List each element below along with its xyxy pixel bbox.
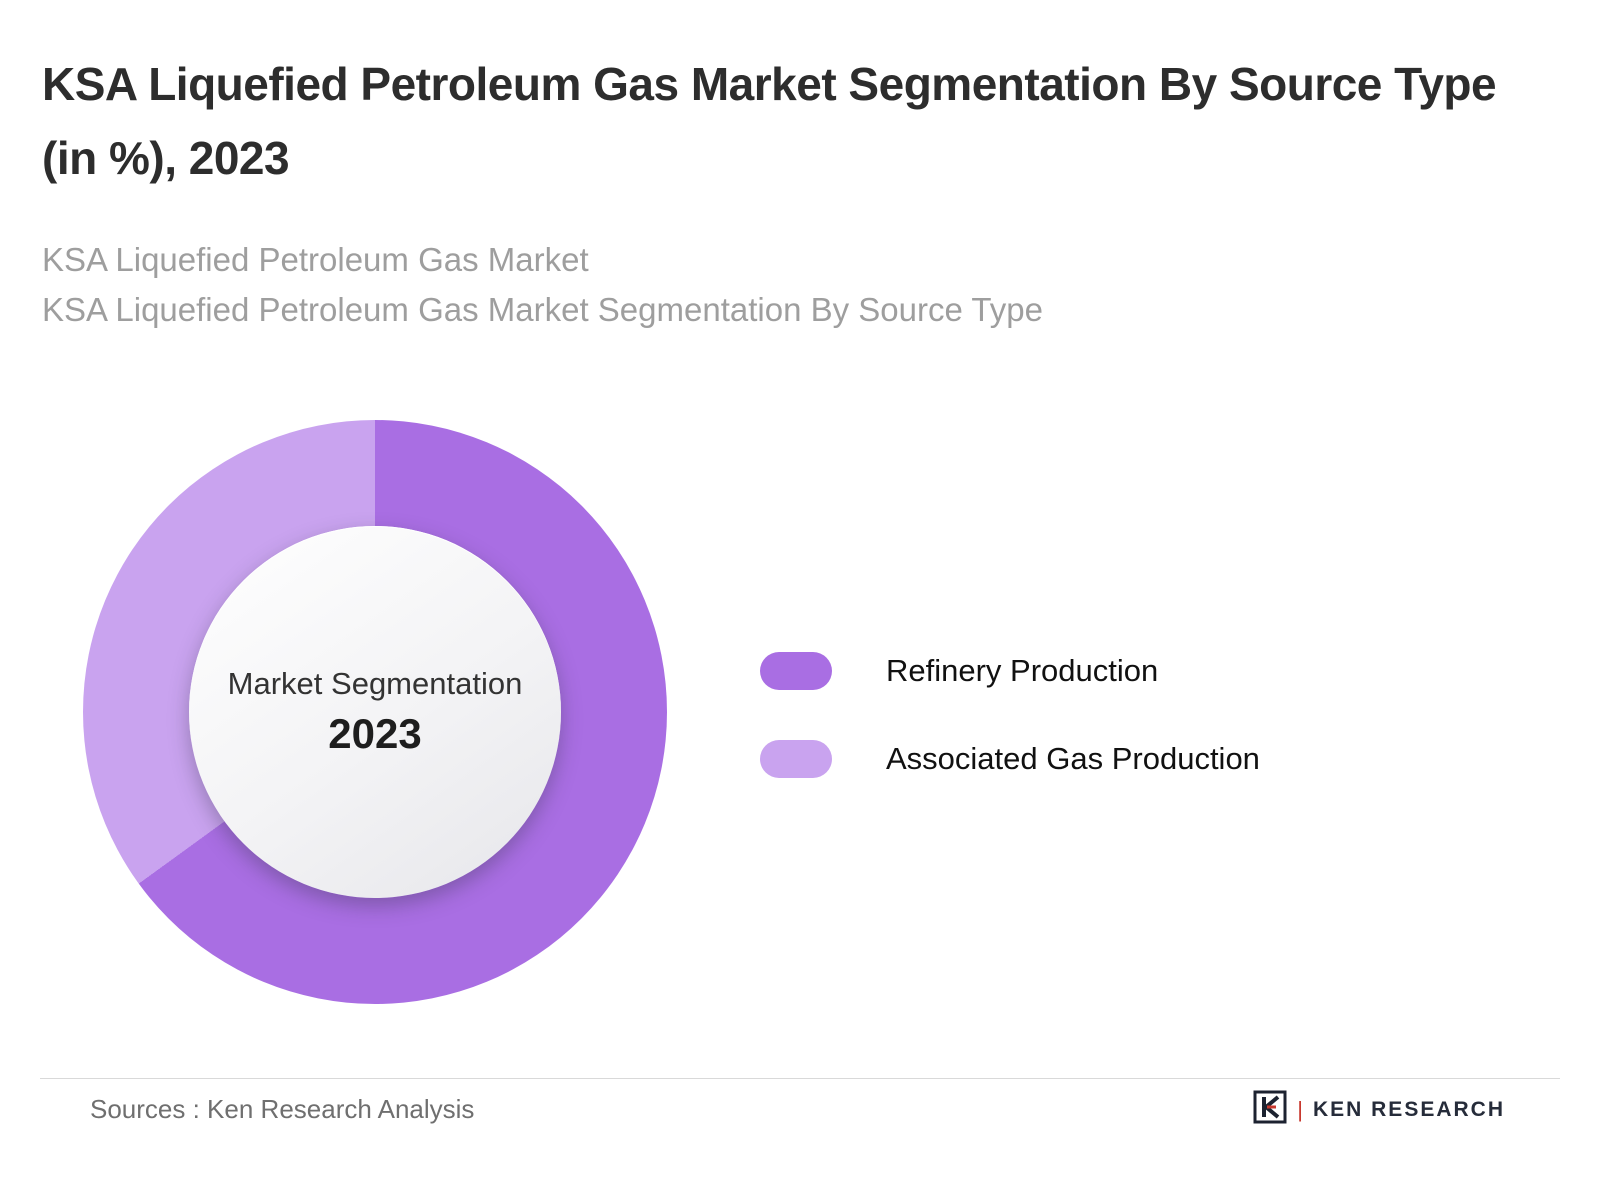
footer-divider [40,1078,1560,1079]
ken-research-logo-mark-icon [1253,1090,1287,1129]
donut-center: Market Segmentation 2023 [189,526,561,898]
legend-swatch-refinery-production [760,652,832,690]
legend-swatch-associated-gas-production [760,740,832,778]
donut-center-year: 2023 [328,710,422,757]
legend-item-associated-gas-production: Associated Gas Production [760,740,1260,778]
legend-label-associated-gas-production: Associated Gas Production [886,741,1260,776]
header: KSA Liquefied Petroleum Gas Market Segme… [42,48,1540,334]
donut-center-label: Market Segmentation [227,666,523,701]
subtitle-line-2: KSA Liquefied Petroleum Gas Market Segme… [42,290,1043,328]
sources-text: Sources : Ken Research Analysis [90,1094,475,1124]
subtitles: KSA Liquefied Petroleum Gas Market KSA L… [42,235,1540,334]
legend-label-refinery-production: Refinery Production [886,653,1159,688]
ken-research-logo-text: KEN RESEARCH [1312,1097,1505,1121]
page-title: KSA Liquefied Petroleum Gas Market Segme… [42,58,1497,184]
logo-separator: | [1297,1096,1303,1122]
donut-chart: Market Segmentation 2023 [83,420,667,1004]
subtitle-line-1: KSA Liquefied Petroleum Gas Market [42,241,589,279]
chart-legend: Refinery Production Associated Gas Produ… [760,652,1260,828]
ken-research-logo: | KEN RESEARCH [1253,1090,1505,1129]
legend-item-refinery-production: Refinery Production [760,652,1260,690]
